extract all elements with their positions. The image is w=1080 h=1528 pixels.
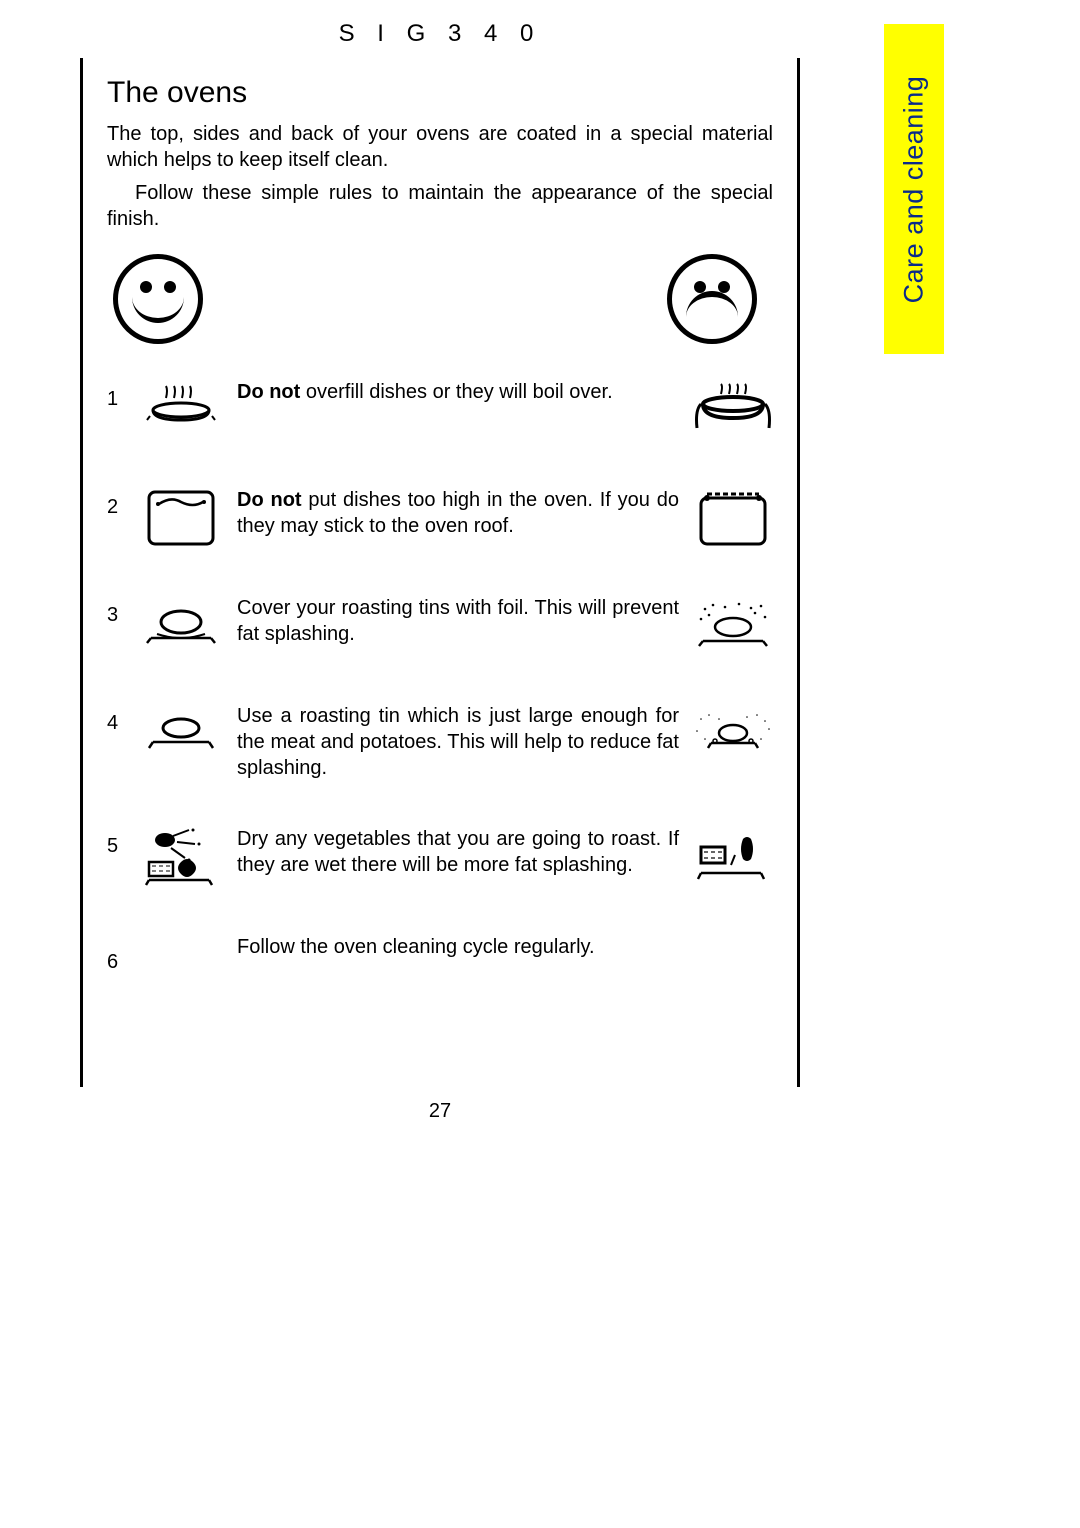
smile-icon (113, 254, 203, 344)
blank-icon (139, 933, 223, 997)
rule-bold: Do not (237, 381, 300, 403)
content-frame: The ovens The top, sides and back of you… (80, 58, 800, 1087)
faces-row (107, 254, 773, 344)
rule-number: 6 (107, 933, 125, 974)
page-content: S I G 3 4 0 The ovens The top, sides and… (80, 0, 800, 1087)
rule-number: 1 (107, 378, 125, 411)
rule-text-3: Cover your roasting tins with foil. This… (237, 594, 679, 647)
rule-row-3: 3 Cover your roasting tins with foil. Th… (107, 594, 773, 658)
rule-rest: Follow the oven cleaning cycle regularly… (237, 936, 595, 958)
oven-high-icon (693, 486, 773, 550)
veg-dry-icon (139, 825, 223, 889)
rule-bold: Do not (237, 489, 302, 511)
rule-rest: Cover your roasting tins with foil. This… (237, 597, 679, 645)
rule-rest: put dishes too high in the oven. If you … (237, 489, 679, 537)
page-number: 27 (80, 1100, 800, 1123)
rule-text-5: Dry any vegetables that you are going to… (237, 825, 679, 878)
rule-number: 2 (107, 486, 125, 519)
rule-text-4: Use a roasting tin which is just large e… (237, 702, 679, 781)
blank-icon (693, 933, 773, 997)
rule-text-2: Do not put dishes too high in the oven. … (237, 486, 679, 539)
rule-number: 5 (107, 825, 125, 858)
dish-steam-icon (139, 378, 223, 442)
section-side-tab: Care and cleaning (884, 24, 944, 354)
rule-row-2: 2 Do not put dishes too high in the oven… (107, 486, 773, 550)
rule-row-6: 6 Follow the oven cleaning cycle regular… (107, 933, 773, 997)
rule-row-4: 4 Use a roasting tin which is just large… (107, 702, 773, 781)
side-tab-label: Care and cleaning (899, 75, 930, 303)
tin-splash-icon (693, 702, 773, 766)
model-header: S I G 3 4 0 (80, 0, 800, 58)
rule-rest: overfill dishes or they will boil over. (300, 381, 612, 403)
dish-overflow-icon (693, 378, 773, 442)
frown-icon (667, 254, 757, 344)
veg-wet-icon (693, 825, 773, 889)
rule-number: 3 (107, 594, 125, 627)
roast-splash-icon (693, 594, 773, 658)
rule-rest: Dry any vegetables that you are going to… (237, 828, 679, 876)
rule-text-6: Follow the oven cleaning cycle regularly… (237, 933, 679, 961)
rule-number: 4 (107, 702, 125, 735)
section-title: The ovens (107, 76, 773, 110)
tin-small-icon (139, 702, 223, 766)
rule-row-1: 1 Do not overfill dishes or they will bo… (107, 378, 773, 442)
intro-paragraph-1: The top, sides and back of your ovens ar… (107, 122, 773, 173)
rule-text-1: Do not overfill dishes or they will boil… (237, 378, 679, 406)
oven-low-icon (139, 486, 223, 550)
rule-row-5: 5 Dry any vegetables that you are going … (107, 825, 773, 889)
intro-paragraph-2: Follow these simple rules to maintain th… (107, 181, 773, 232)
roast-foil-icon (139, 594, 223, 658)
rule-rest: Use a roasting tin which is just large e… (237, 705, 679, 778)
